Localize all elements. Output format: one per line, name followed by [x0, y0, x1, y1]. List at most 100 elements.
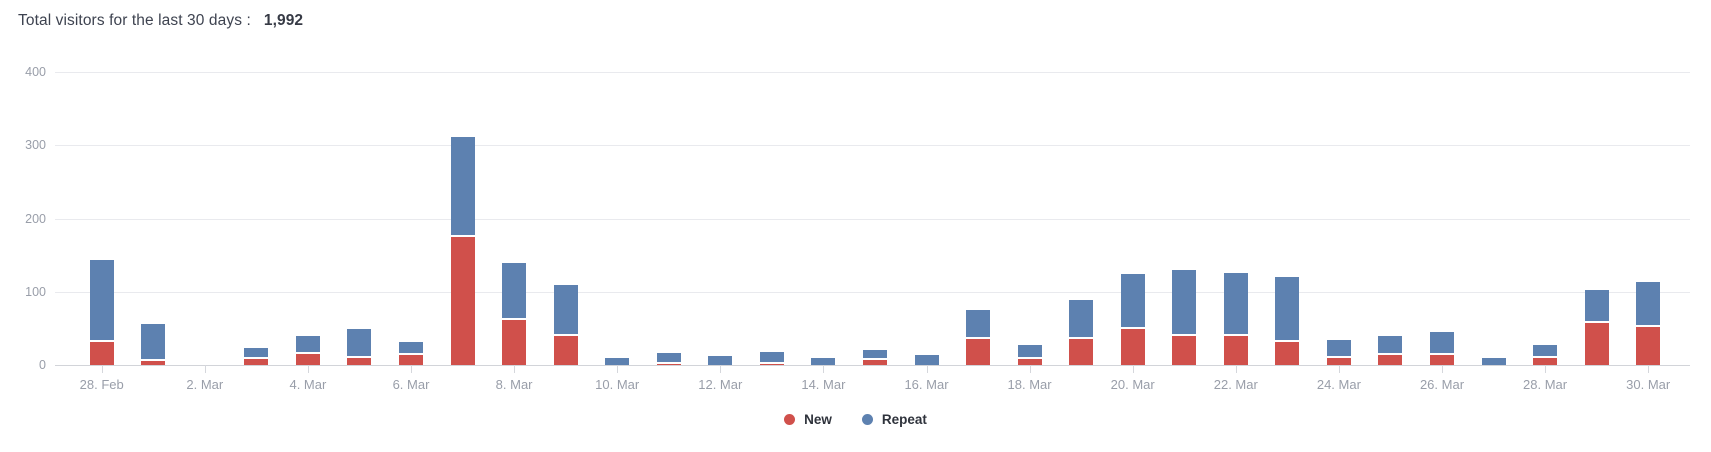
x-axis-label-6-mar: 6. Mar	[392, 377, 430, 392]
bar-new-22-mar[interactable]	[1223, 336, 1248, 365]
bar-repeat-9-mar[interactable]	[553, 284, 578, 337]
legend-item-new[interactable]: New	[784, 412, 832, 427]
bar-new-30-mar[interactable]	[1636, 326, 1661, 365]
legend-dot-repeat	[861, 414, 873, 425]
x-axis-label-12-mar: 12. Mar	[698, 377, 743, 392]
bar-new-15-mar[interactable]	[862, 359, 887, 365]
x-axis-label-10-mar: 10. Mar	[595, 377, 640, 392]
x-axis-tick-20-mar	[1132, 365, 1134, 373]
bar-repeat-13-mar[interactable]	[759, 352, 784, 364]
y-axis-label-400: 400	[25, 65, 46, 79]
bar-repeat-1-mar[interactable]	[141, 324, 166, 362]
bar-repeat-6-mar[interactable]	[399, 342, 423, 356]
x-axis-label-18-mar: 18. Mar	[1007, 377, 1052, 392]
bar-repeat-28-feb[interactable]	[89, 259, 114, 342]
bar-new-5-mar[interactable]	[347, 357, 372, 365]
bar-repeat-7-mar[interactable]	[450, 137, 475, 237]
x-axis-label-30-mar: 30. Mar	[1626, 377, 1671, 392]
bar-new-11-mar[interactable]	[656, 363, 681, 365]
bar-new-13-mar[interactable]	[759, 363, 784, 365]
x-axis-tick-14-mar	[823, 365, 825, 373]
x-axis-tick-4-mar	[307, 365, 309, 373]
bar-new-4-mar[interactable]	[295, 354, 320, 365]
bar-new-3-mar[interactable]	[244, 359, 269, 365]
bar-new-28-mar[interactable]	[1533, 357, 1558, 365]
bar-new-21-mar[interactable]	[1172, 336, 1197, 365]
total-visitors-value: 1,992	[263, 12, 304, 29]
bar-new-25-mar[interactable]	[1378, 355, 1403, 365]
bar-repeat-24-mar[interactable]	[1326, 340, 1351, 358]
gridline-400	[55, 72, 1690, 73]
x-axis-label-20-mar: 20. Mar	[1110, 377, 1155, 392]
bar-repeat-17-mar[interactable]	[966, 309, 991, 339]
bar-repeat-4-mar[interactable]	[295, 335, 320, 354]
bar-repeat-11-mar[interactable]	[656, 353, 681, 364]
bar-new-20-mar[interactable]	[1120, 329, 1145, 365]
x-axis-tick-8-mar	[514, 365, 516, 373]
title-label: Total visitors for the last 30 days :	[18, 12, 251, 29]
bar-repeat-21-mar[interactable]	[1172, 269, 1197, 337]
bar-new-9-mar[interactable]	[553, 336, 578, 365]
x-axis-tick-28-mar	[1545, 365, 1547, 373]
bar-new-24-mar[interactable]	[1326, 357, 1351, 365]
x-axis-label-14-mar: 14. Mar	[801, 377, 846, 392]
bar-new-29-mar[interactable]	[1584, 322, 1609, 365]
x-axis-tick-24-mar	[1338, 365, 1340, 373]
bar-new-7-mar[interactable]	[450, 236, 475, 365]
bar-repeat-16-mar[interactable]	[914, 355, 939, 365]
x-axis-tick-2-mar	[204, 365, 206, 373]
bar-repeat-29-mar[interactable]	[1584, 290, 1609, 323]
bar-repeat-25-mar[interactable]	[1378, 335, 1403, 356]
chart-legend: New Repeat	[0, 412, 1711, 427]
x-axis-label-4-mar: 4. Mar	[289, 377, 327, 392]
x-axis-label-2-mar: 2. Mar	[186, 377, 224, 392]
bar-repeat-5-mar[interactable]	[347, 329, 372, 358]
x-axis-tick-12-mar	[720, 365, 722, 373]
y-axis-label-100: 100	[25, 284, 46, 299]
bar-new-19-mar[interactable]	[1069, 338, 1094, 365]
bar-new-23-mar[interactable]	[1275, 342, 1300, 365]
bar-new-26-mar[interactable]	[1430, 354, 1454, 365]
x-axis-tick-18-mar	[1029, 365, 1031, 373]
bar-repeat-22-mar[interactable]	[1223, 272, 1248, 337]
x-axis-tick-28-feb	[101, 365, 103, 373]
chart-title: Total visitors for the last 30 days : 1,9…	[18, 12, 303, 30]
bar-repeat-18-mar[interactable]	[1017, 344, 1042, 360]
bar-repeat-12-mar[interactable]	[708, 356, 733, 365]
bar-new-18-mar[interactable]	[1017, 359, 1042, 365]
bar-new-8-mar[interactable]	[502, 319, 527, 365]
y-axis-label-300: 300	[25, 138, 46, 153]
legend-item-repeat[interactable]: Repeat	[861, 412, 927, 427]
bar-repeat-19-mar[interactable]	[1069, 300, 1094, 339]
bar-repeat-15-mar[interactable]	[862, 349, 887, 360]
legend-label-repeat: Repeat	[881, 412, 927, 427]
bar-repeat-28-mar[interactable]	[1533, 345, 1558, 358]
x-axis-label-28-feb: 28. Feb	[79, 377, 124, 392]
x-axis-tick-30-mar	[1648, 365, 1650, 373]
bar-new-1-mar[interactable]	[141, 361, 166, 365]
bar-new-28-feb[interactable]	[89, 341, 114, 365]
bar-repeat-3-mar[interactable]	[244, 348, 269, 360]
bar-repeat-10-mar[interactable]	[605, 357, 630, 365]
legend-dot-new	[784, 414, 796, 425]
bar-new-6-mar[interactable]	[399, 355, 423, 365]
bar-repeat-27-mar[interactable]	[1481, 357, 1506, 365]
bar-new-17-mar[interactable]	[966, 338, 991, 365]
x-axis-baseline	[55, 365, 1690, 366]
bar-repeat-26-mar[interactable]	[1430, 332, 1454, 355]
bar-repeat-23-mar[interactable]	[1275, 276, 1300, 343]
x-axis-label-24-mar: 24. Mar	[1316, 377, 1361, 392]
x-axis-label-16-mar: 16. Mar	[904, 377, 949, 392]
bar-repeat-20-mar[interactable]	[1120, 274, 1145, 330]
x-axis-tick-10-mar	[617, 365, 619, 373]
bar-repeat-8-mar[interactable]	[502, 263, 527, 320]
bar-repeat-30-mar[interactable]	[1636, 282, 1661, 327]
y-axis-label-0: 0	[39, 358, 46, 372]
x-axis-tick-16-mar	[926, 365, 928, 373]
bar-repeat-14-mar[interactable]	[811, 358, 836, 365]
x-axis-label-28-mar: 28. Mar	[1523, 377, 1568, 392]
x-axis-label-26-mar: 26. Mar	[1419, 377, 1465, 392]
gridline-100	[55, 291, 1690, 293]
